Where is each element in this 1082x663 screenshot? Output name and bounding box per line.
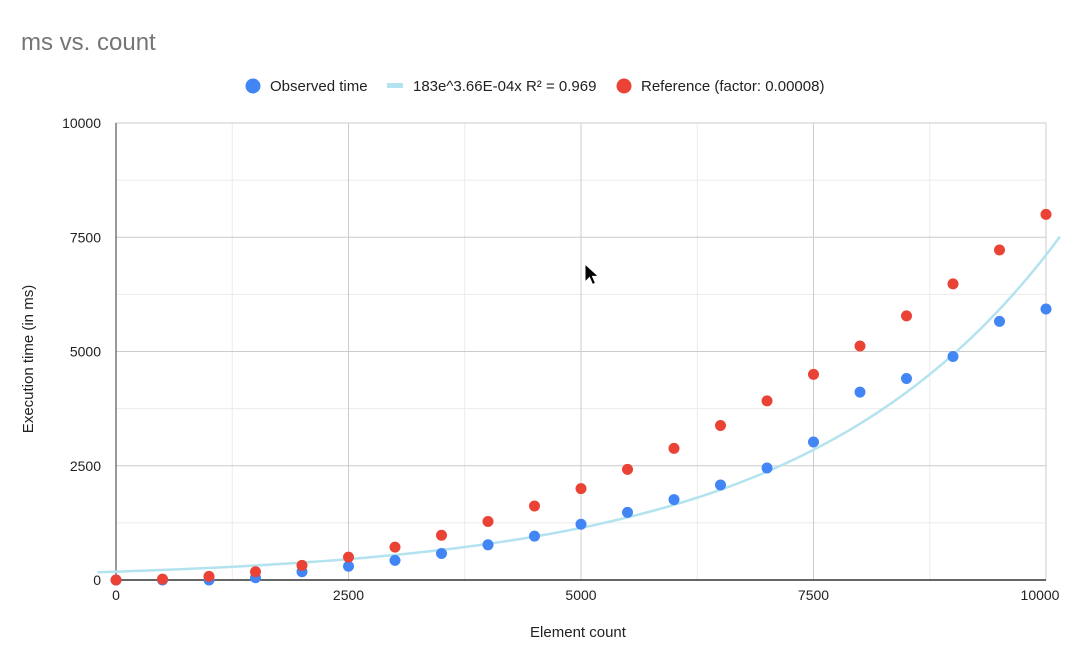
data-point (715, 479, 726, 491)
data-point (622, 463, 633, 475)
gridlines (116, 122, 1047, 580)
data-point (157, 573, 168, 585)
data-point (947, 351, 959, 363)
x-axis-title: Element count (530, 624, 627, 641)
y-tick-label: 7500 (70, 229, 101, 245)
data-point (901, 310, 912, 322)
data-point (436, 547, 447, 559)
data-point (715, 420, 726, 432)
data-point (529, 530, 540, 542)
chart-title: ms vs. count (21, 29, 156, 56)
data-point (668, 442, 680, 454)
data-point (808, 368, 819, 380)
data-point (296, 559, 308, 571)
data-point (1040, 208, 1052, 220)
data-point (854, 340, 866, 352)
legend-label-reference: Reference (factor: 0.00008) (641, 78, 824, 95)
data-point (389, 554, 401, 566)
x-tick-label: 5000 (565, 587, 596, 603)
data-point (389, 541, 401, 553)
legend-label-trendline: 183e^3.66E-04x R² = 0.969 (413, 78, 596, 95)
tick-labels: 0 2500 5000 7500 10000 0 2500 5000 7500 10000 (62, 115, 1060, 603)
data-point (994, 315, 1005, 327)
legend-item-observed[interactable]: Observed time (245, 78, 368, 95)
data-point (668, 494, 680, 506)
legend-item-reference[interactable]: Reference (factor: 0.00008) (616, 78, 825, 95)
data-point (529, 500, 540, 512)
data-point (482, 539, 494, 551)
legend-label-observed: Observed time (270, 78, 368, 95)
data-point (203, 570, 215, 582)
points-group (110, 208, 1052, 586)
y-tick-label: 10000 (62, 115, 101, 131)
y-axis-title: Execution time (in ms) (20, 285, 37, 433)
legend-marker-trendline (387, 83, 403, 88)
data-point (622, 506, 633, 518)
data-point (482, 516, 494, 528)
legend-marker-observed (245, 78, 261, 94)
data-point (110, 574, 122, 586)
data-point (250, 566, 261, 578)
x-tick-label: 7500 (798, 587, 829, 603)
data-point (901, 372, 912, 384)
data-point (947, 278, 959, 290)
data-point (761, 395, 773, 407)
y-tick-label: 0 (93, 572, 101, 588)
data-point (343, 560, 354, 572)
x-tick-label: 10000 (1021, 587, 1060, 603)
data-point (575, 518, 587, 530)
legend-marker-reference (616, 78, 632, 94)
cursor-icon (584, 262, 600, 286)
data-point (1040, 303, 1052, 315)
y-tick-label: 5000 (70, 344, 101, 360)
x-tick-label: 2500 (333, 587, 364, 603)
legend-item-trendline[interactable]: 183e^3.66E-04x R² = 0.969 (387, 78, 596, 95)
data-point (808, 436, 819, 448)
data-point (575, 483, 587, 495)
data-point (761, 462, 773, 474)
axes (115, 123, 1046, 581)
data-point (854, 386, 866, 398)
series-2 (110, 208, 1052, 586)
data-point (994, 244, 1005, 256)
legend: Observed time 183e^3.66E-04x R² = 0.969 … (245, 78, 825, 95)
x-tick-label: 0 (112, 587, 120, 603)
y-tick-label: 2500 (70, 458, 101, 474)
data-point (436, 529, 447, 541)
data-point (343, 551, 354, 563)
